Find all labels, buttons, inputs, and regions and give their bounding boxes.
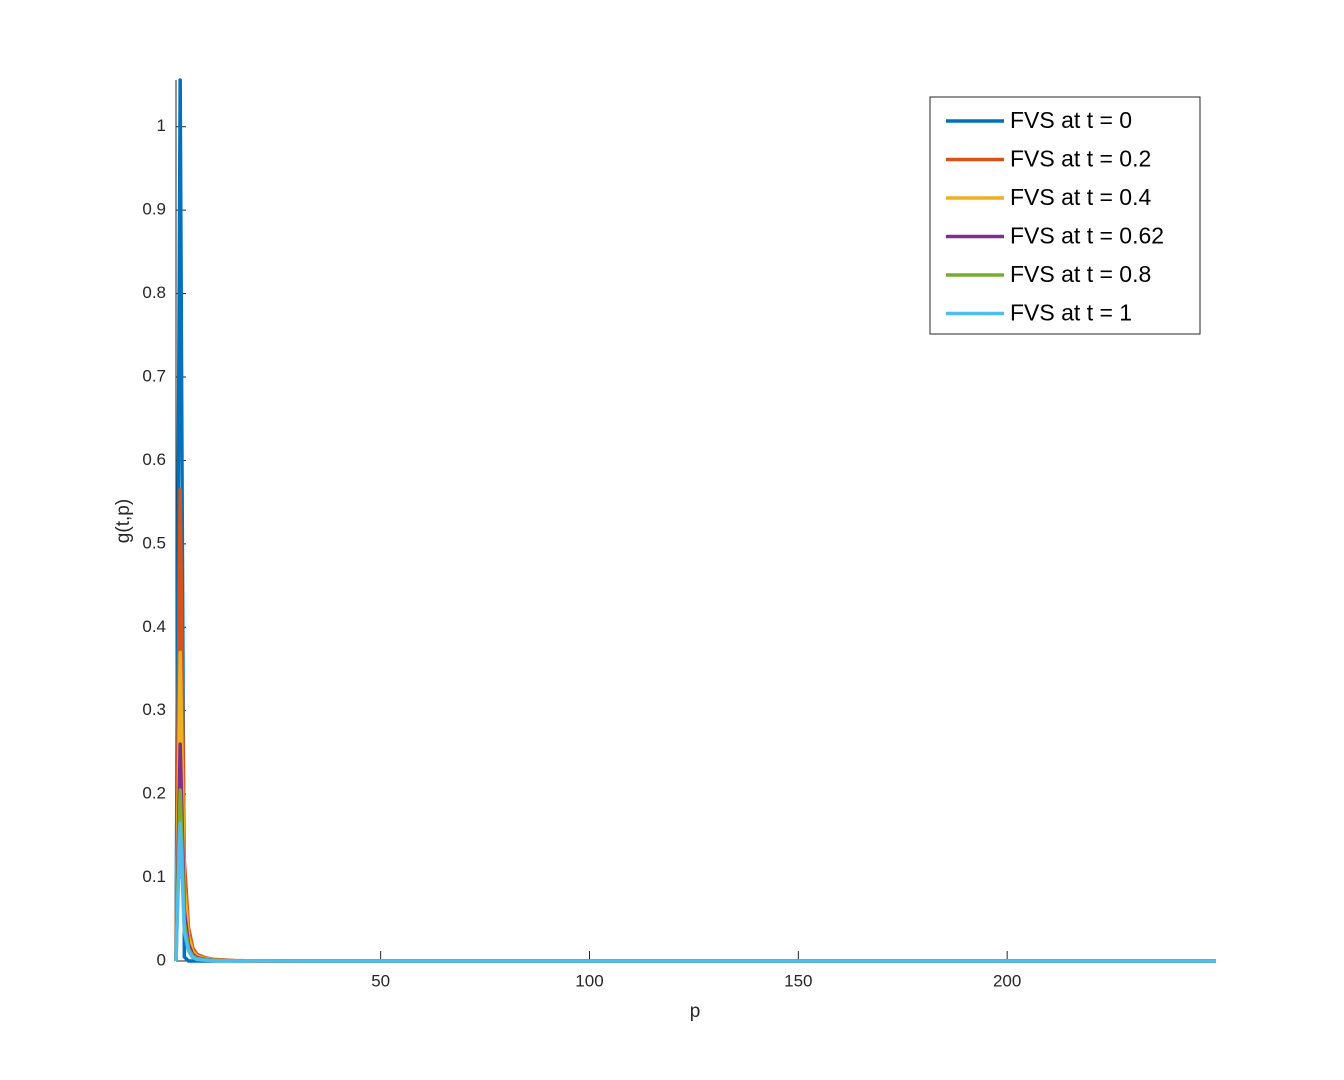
series-line	[174, 742, 1216, 963]
y-tick-label: 0.7	[142, 366, 166, 385]
legend-label: FVS at t = 1	[1010, 300, 1132, 326]
legend-label: FVS at t = 0.62	[1010, 223, 1164, 249]
y-tick-label: 0.2	[142, 784, 166, 803]
y-tick-label: 0.4	[142, 617, 166, 636]
y-tick-label: 0.8	[142, 283, 166, 302]
x-tick-label: 50	[371, 971, 390, 990]
x-tick-label: 200	[993, 971, 1021, 990]
series-line	[174, 821, 1216, 963]
y-tick-label: 0.5	[142, 533, 166, 552]
legend: FVS at t = 0 FVS at t = 0.2 FVS at t = 0.4…	[929, 96, 1201, 335]
y-tick-label: 0.3	[142, 700, 166, 719]
series-line	[174, 788, 1216, 963]
y-tick-label: 0.6	[142, 450, 166, 469]
y-tick-label: 1	[157, 116, 166, 135]
x-tick-label: 100	[575, 971, 603, 990]
legend-label: FVS at t = 0.8	[1010, 261, 1151, 287]
y-tick-label: 0	[157, 950, 166, 969]
x-axis-label: p	[690, 1001, 701, 1022]
legend-label: FVS at t = 0.4	[1010, 184, 1151, 210]
legend-label: FVS at t = 0.2	[1010, 146, 1151, 172]
legend-label: FVS at t = 0	[1010, 107, 1132, 133]
x-tick-label: 150	[784, 971, 812, 990]
y-tick-label: 0.9	[142, 200, 166, 219]
series-line	[174, 487, 1216, 963]
y-tick-label: 0.1	[142, 867, 166, 886]
legend-box	[929, 96, 1201, 335]
y-axis-label: g(t,p)	[113, 499, 134, 543]
series-line	[174, 650, 1216, 963]
